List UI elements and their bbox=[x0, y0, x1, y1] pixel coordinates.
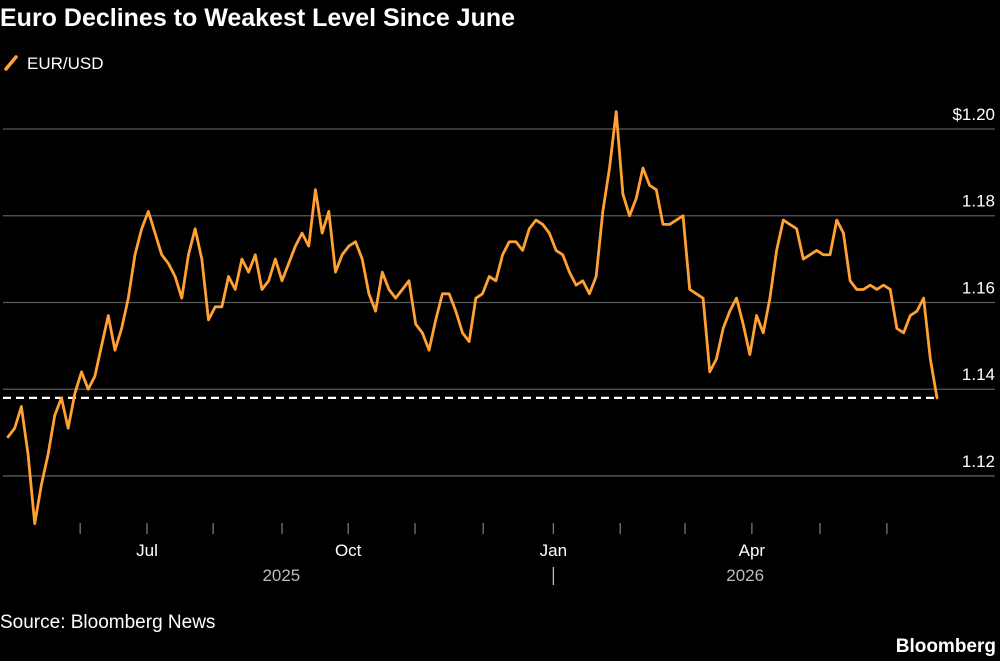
year-label: 2025 bbox=[262, 566, 300, 585]
x-tick-label: Oct bbox=[335, 541, 362, 560]
series-line bbox=[6, 110, 939, 526]
x-tick-label: Jan bbox=[540, 541, 567, 560]
year-label: 2026 bbox=[726, 566, 764, 585]
legend-swatch bbox=[4, 55, 18, 71]
y-tick-label: 1.12 bbox=[962, 452, 995, 471]
chart-title: Euro Declines to Weakest Level Since Jun… bbox=[0, 4, 515, 32]
x-tick-label: Jul bbox=[136, 541, 158, 560]
y-tick-label: $1.20 bbox=[952, 105, 995, 124]
source: Source: Bloomberg News bbox=[0, 612, 215, 633]
y-tick-label: 1.16 bbox=[962, 278, 995, 297]
brand: Bloomberg bbox=[896, 636, 996, 657]
legend-label: EUR/USD bbox=[27, 54, 104, 73]
x-tick-label: Apr bbox=[739, 541, 766, 560]
y-tick-label: 1.14 bbox=[962, 365, 995, 384]
y-tick-label: 1.18 bbox=[962, 192, 995, 211]
